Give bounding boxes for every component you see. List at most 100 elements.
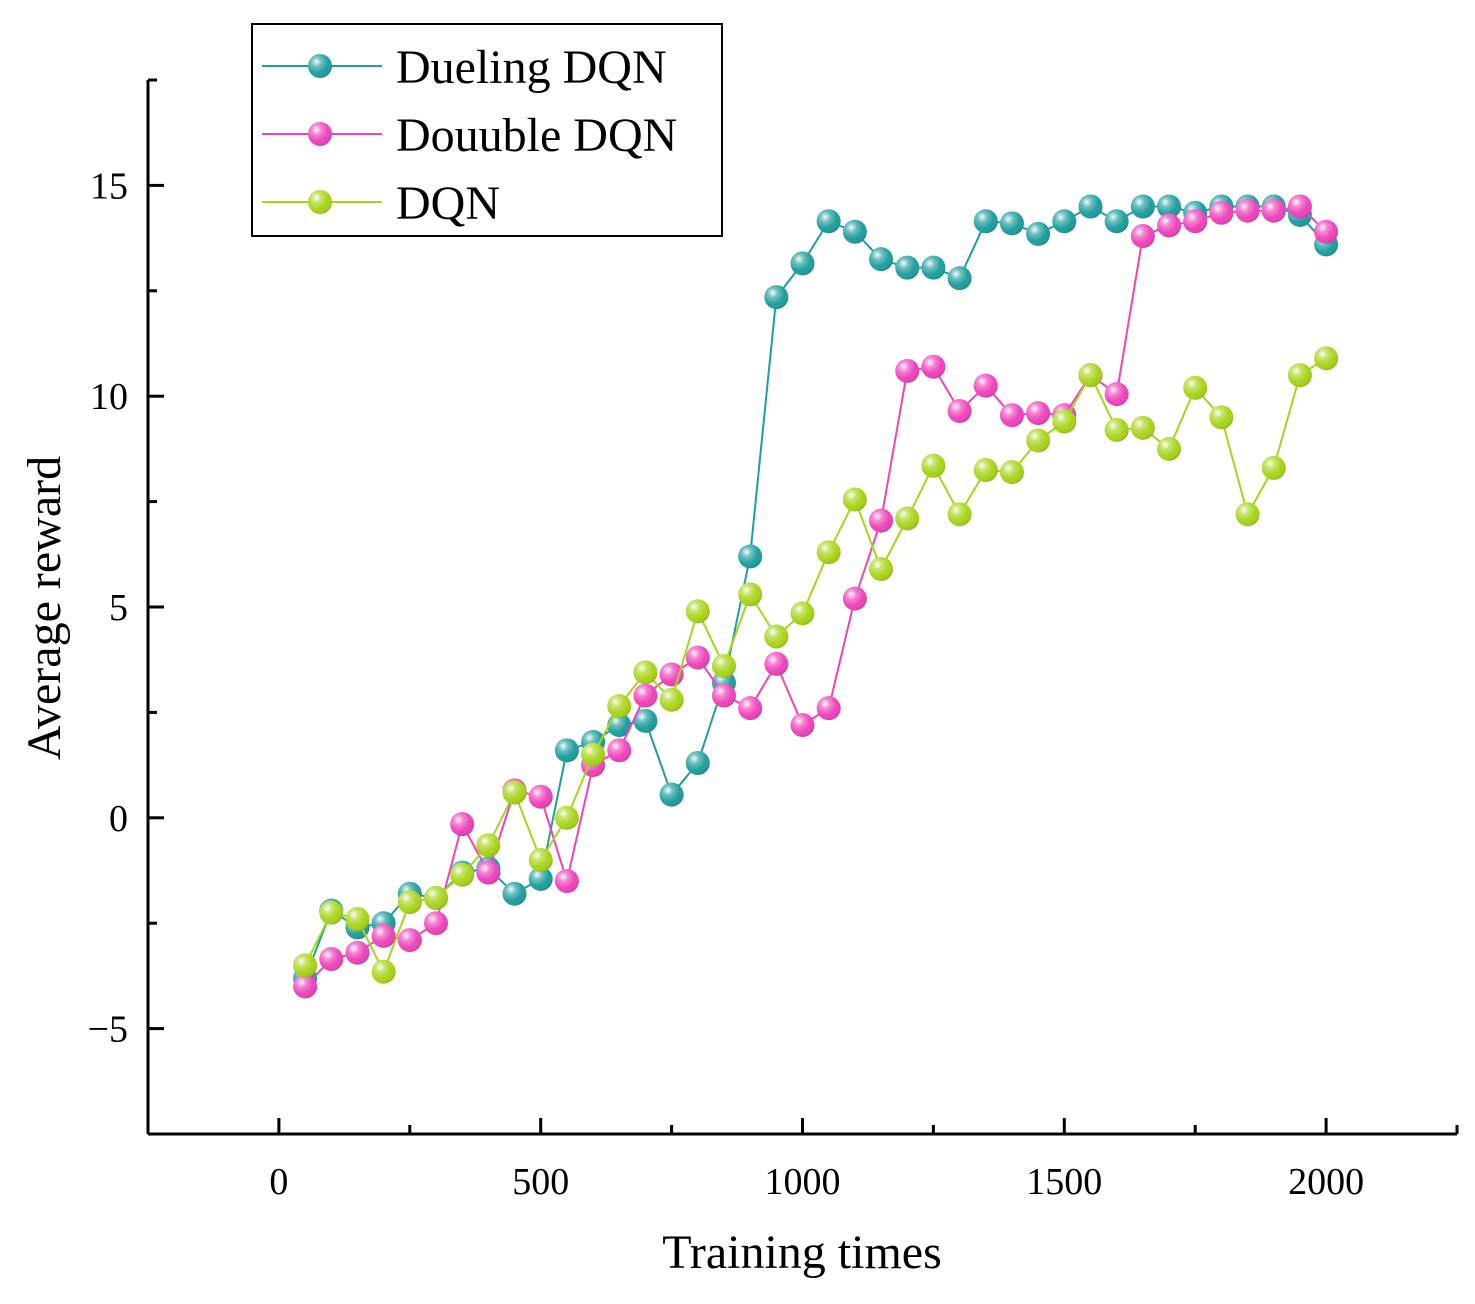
data-point-highlight bbox=[397, 890, 422, 915]
data-point-highlight bbox=[1104, 417, 1129, 442]
data-point bbox=[869, 508, 894, 533]
data-point bbox=[1130, 223, 1155, 248]
data-point bbox=[1078, 194, 1103, 219]
data-point bbox=[581, 742, 606, 767]
legend-item: DQN bbox=[262, 177, 500, 230]
data-point bbox=[685, 599, 710, 624]
data-point-highlight bbox=[450, 812, 475, 837]
data-point bbox=[869, 247, 894, 272]
data-point-highlight bbox=[816, 209, 841, 234]
series-douuble-dqn bbox=[293, 194, 1339, 999]
x-axis-title: Training times bbox=[662, 1226, 942, 1279]
data-point-highlight bbox=[476, 833, 501, 858]
data-point-highlight bbox=[790, 251, 815, 276]
data-point-highlight bbox=[764, 651, 789, 676]
data-point-highlight bbox=[816, 696, 841, 721]
data-point bbox=[895, 506, 920, 531]
data-point-highlight bbox=[319, 947, 344, 972]
data-point bbox=[1235, 502, 1260, 527]
series-line bbox=[304, 205, 1327, 988]
data-point bbox=[607, 738, 632, 763]
data-point-highlight bbox=[1183, 375, 1208, 400]
data-point-highlight bbox=[973, 373, 998, 398]
data-point-highlight bbox=[633, 683, 658, 708]
data-point bbox=[1261, 455, 1286, 480]
data-point bbox=[423, 885, 448, 910]
x-tick-label: 0 bbox=[269, 1161, 288, 1203]
data-point bbox=[319, 900, 344, 925]
legend-marker-highlight bbox=[308, 54, 332, 78]
data-point bbox=[738, 544, 763, 569]
data-point bbox=[450, 862, 475, 887]
data-point-highlight bbox=[947, 502, 972, 527]
data-point bbox=[293, 974, 318, 999]
data-point bbox=[973, 373, 998, 398]
data-point-highlight bbox=[1157, 213, 1182, 238]
data-point-highlight bbox=[947, 398, 972, 423]
data-point-highlight bbox=[842, 219, 867, 244]
y-axis-title: Average reward bbox=[18, 456, 71, 760]
data-point bbox=[633, 660, 658, 685]
data-point-highlight bbox=[685, 599, 710, 624]
data-point-highlight bbox=[502, 881, 527, 906]
data-point bbox=[711, 654, 736, 679]
data-point bbox=[790, 713, 815, 738]
data-point-highlight bbox=[790, 601, 815, 626]
data-point-highlight bbox=[1026, 428, 1051, 453]
data-point bbox=[1183, 375, 1208, 400]
data-point bbox=[293, 953, 318, 978]
data-point-highlight bbox=[423, 911, 448, 936]
data-point-highlight bbox=[319, 900, 344, 925]
data-point bbox=[476, 833, 501, 858]
data-point bbox=[1026, 221, 1051, 246]
data-point bbox=[816, 540, 841, 565]
legend-label: Douuble DQN bbox=[396, 109, 677, 162]
data-point bbox=[947, 398, 972, 423]
data-point-highlight bbox=[1130, 415, 1155, 440]
series-line bbox=[304, 357, 1327, 975]
data-point-highlight bbox=[738, 582, 763, 607]
data-point bbox=[999, 403, 1024, 428]
data-point-highlight bbox=[764, 285, 789, 310]
data-point bbox=[842, 487, 867, 512]
data-point-highlight bbox=[1078, 194, 1103, 219]
legend-label: Dueling DQN bbox=[396, 41, 667, 94]
x-tick-label: 2000 bbox=[1288, 1161, 1364, 1203]
data-point bbox=[633, 683, 658, 708]
data-point-highlight bbox=[1052, 209, 1077, 234]
data-point bbox=[895, 255, 920, 280]
data-point-highlight bbox=[999, 403, 1024, 428]
data-point bbox=[397, 928, 422, 953]
data-point bbox=[738, 696, 763, 721]
data-point bbox=[345, 906, 370, 931]
data-point-highlight bbox=[685, 645, 710, 670]
data-point bbox=[1287, 363, 1312, 388]
data-point bbox=[895, 358, 920, 383]
data-point-highlight bbox=[1261, 198, 1286, 223]
data-point-highlight bbox=[1183, 209, 1208, 234]
data-point bbox=[528, 866, 553, 891]
data-point-highlight bbox=[1235, 502, 1260, 527]
data-point bbox=[842, 219, 867, 244]
data-point bbox=[842, 586, 867, 611]
data-point-highlight bbox=[371, 959, 396, 984]
y-tick-label: −5 bbox=[88, 1009, 128, 1051]
data-point bbox=[1209, 200, 1234, 225]
data-point bbox=[921, 255, 946, 280]
data-point bbox=[999, 460, 1024, 485]
data-point-highlight bbox=[476, 860, 501, 885]
data-point bbox=[921, 453, 946, 478]
data-point bbox=[947, 502, 972, 527]
data-point bbox=[1052, 409, 1077, 434]
x-tick-label: 1000 bbox=[765, 1161, 841, 1203]
data-point-highlight bbox=[1104, 209, 1129, 234]
data-point-highlight bbox=[842, 586, 867, 611]
y-tick-label: 15 bbox=[90, 165, 128, 207]
data-point bbox=[764, 285, 789, 310]
data-point-highlight bbox=[869, 247, 894, 272]
data-point bbox=[1235, 198, 1260, 223]
data-point-highlight bbox=[528, 784, 553, 809]
data-point-highlight bbox=[1287, 194, 1312, 219]
data-point-highlight bbox=[528, 847, 553, 872]
